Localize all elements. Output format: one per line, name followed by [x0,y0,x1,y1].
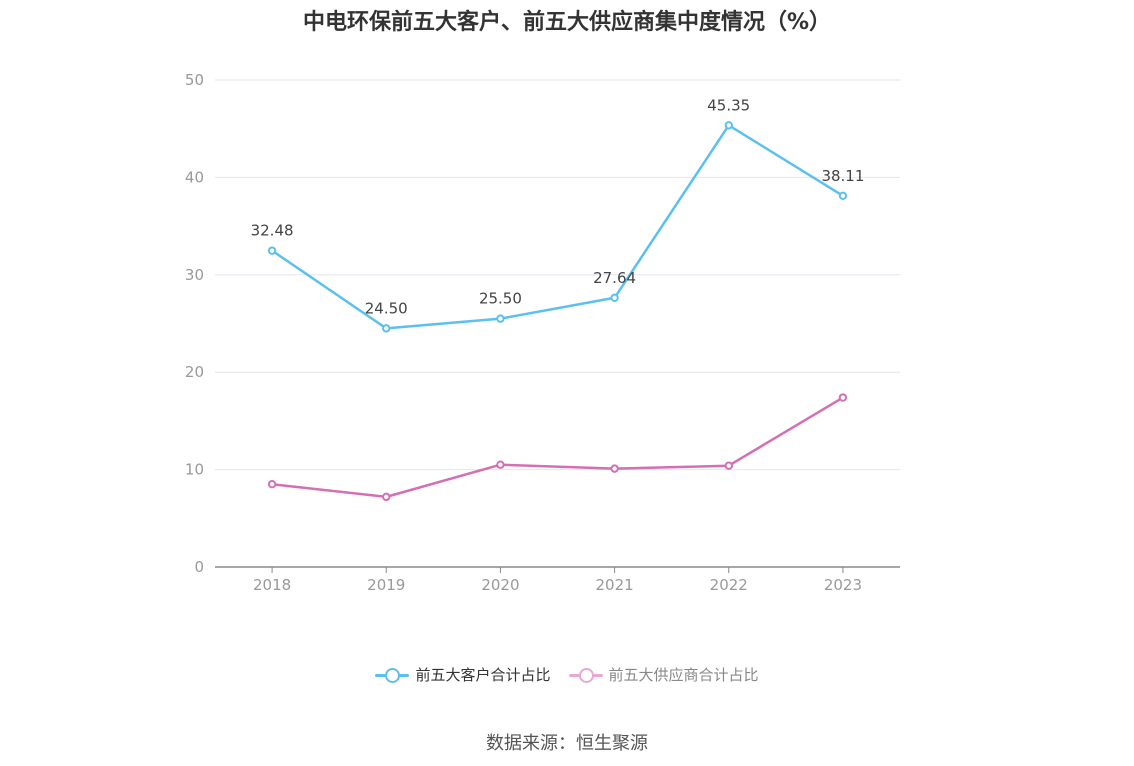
data-label: 38.11 [821,167,864,185]
data-source: 数据来源：恒生聚源 [486,733,648,754]
data-point [724,121,733,130]
x-tick-label: 2023 [824,576,862,594]
data-point [382,492,391,502]
series-line-0 [271,124,844,330]
data-point [496,314,505,323]
data-label: 45.35 [707,96,750,114]
data-label: 27.64 [593,269,636,287]
legend-label-customers: 前五大客户合计占比 [415,666,551,684]
legend-item-suppliers[interactable]: 前五大供应商合计占比 [568,664,759,685]
series-line-1 [271,396,844,499]
legend-swatch-customers-icon [375,667,410,683]
data-label: 24.50 [365,299,408,317]
legend: 前五大客户合计占比 前五大供应商合计占比 [0,664,1134,685]
x-tick-label: 2019 [367,576,405,594]
y-tick-label: 10 [185,461,204,479]
data-point [496,460,505,469]
y-tick-label: 0 [194,558,204,576]
legend-swatch-suppliers-icon [568,667,603,683]
y-tick-label: 30 [185,266,204,284]
data-label: 25.50 [479,290,522,308]
data-point [382,324,391,333]
y-tick-label: 20 [185,363,204,381]
data-point [610,293,619,302]
data-label: 32.48 [251,222,294,240]
data-point [267,246,277,255]
y-tick-label: 50 [185,71,204,89]
data-point [724,461,733,470]
chart-title: 中电环保前五大客户、前五大供应商集中度情况（%） [302,10,832,35]
data-point [267,480,277,489]
x-tick-label: 2018 [253,576,291,594]
data-point [838,393,848,402]
data-point [838,191,848,201]
x-tick-label: 2020 [481,576,519,594]
data-point [610,464,619,473]
x-tick-label: 2022 [710,576,748,594]
legend-item-customers[interactable]: 前五大客户合计占比 [375,664,551,685]
x-tick-label: 2021 [595,576,633,594]
y-tick-label: 40 [185,168,204,186]
legend-label-suppliers: 前五大供应商合计占比 [608,666,759,684]
line-chart: 0 10 20 30 40 50 2018 2019 2020 2021 2022 2023 32.4… [185,71,900,594]
